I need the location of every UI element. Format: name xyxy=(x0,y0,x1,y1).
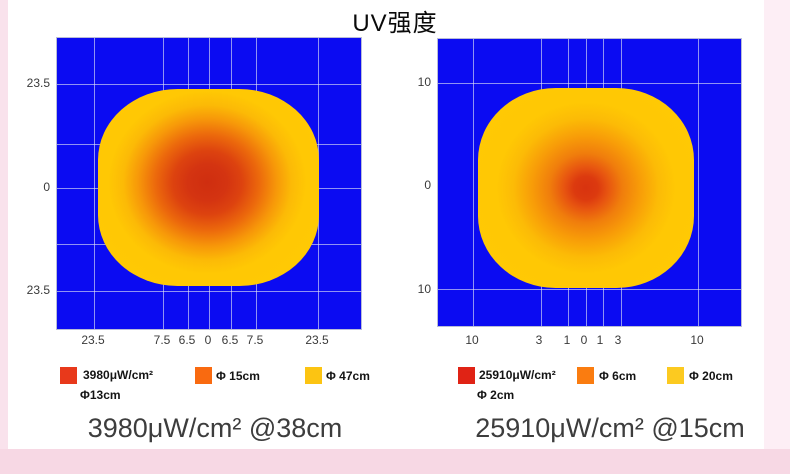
page-title: UV强度 xyxy=(352,10,438,37)
gridline xyxy=(698,39,699,326)
uv-intensity-blob-left xyxy=(98,89,319,286)
uv-chart-left xyxy=(56,37,362,330)
gridline xyxy=(438,83,741,84)
uv-chart-right xyxy=(437,38,742,327)
legend-swatch-orange xyxy=(195,367,212,384)
x-tick: 1 xyxy=(596,333,604,347)
legend-swatch-yellow xyxy=(305,367,322,384)
x-tick: 7.5 xyxy=(246,333,264,347)
legend-label: Φ 20cm xyxy=(689,369,733,383)
y-tick: 0 xyxy=(43,180,50,194)
pink-border-right xyxy=(764,0,790,474)
legend-sublabel: Φ 2cm xyxy=(477,388,515,402)
pink-border-bottom xyxy=(0,449,790,474)
x-tick: 7.5 xyxy=(153,333,171,347)
x-tick: 23.5 xyxy=(305,333,329,347)
legend-label: 25910μW/cm² xyxy=(479,368,556,382)
y-tick: 10 xyxy=(417,75,431,89)
uv-intensity-blob-right xyxy=(478,88,694,288)
x-tick: 6.5 xyxy=(221,333,239,347)
gridline xyxy=(57,84,361,85)
pink-border-left xyxy=(0,0,8,474)
x-tick: 0 xyxy=(204,333,212,347)
legend-label: Φ 6cm xyxy=(599,369,637,383)
chart-caption-right: 25910μW/cm² @15cm xyxy=(475,413,745,443)
chart-caption-left: 3980μW/cm² @38cm xyxy=(87,413,343,443)
legend-sublabel: Φ13cm xyxy=(80,388,121,402)
gridline xyxy=(57,291,361,292)
legend-label: Φ 47cm xyxy=(326,369,370,383)
x-tick: 23.5 xyxy=(81,333,105,347)
legend-swatch-orange xyxy=(577,367,594,384)
legend-swatch-red xyxy=(458,367,475,384)
legend-label: Φ 15cm xyxy=(216,369,260,383)
x-tick: 10 xyxy=(690,333,704,347)
x-tick: 10 xyxy=(465,333,479,347)
legend-swatch-yellow xyxy=(667,367,684,384)
gridline xyxy=(94,38,95,329)
x-tick: 1 xyxy=(563,333,571,347)
y-tick: 10 xyxy=(417,282,431,296)
gridline xyxy=(473,39,474,326)
y-tick: 23.5 xyxy=(26,76,50,90)
gridline xyxy=(438,289,741,290)
x-tick: 3 xyxy=(614,333,622,347)
legend-swatch-red xyxy=(60,367,77,384)
legend-label: 3980μW/cm² xyxy=(83,368,154,382)
y-tick: 23.5 xyxy=(26,283,50,297)
x-tick: 3 xyxy=(535,333,543,347)
x-tick: 0 xyxy=(580,333,588,347)
x-tick: 6.5 xyxy=(178,333,196,347)
y-tick: 0 xyxy=(424,178,431,192)
